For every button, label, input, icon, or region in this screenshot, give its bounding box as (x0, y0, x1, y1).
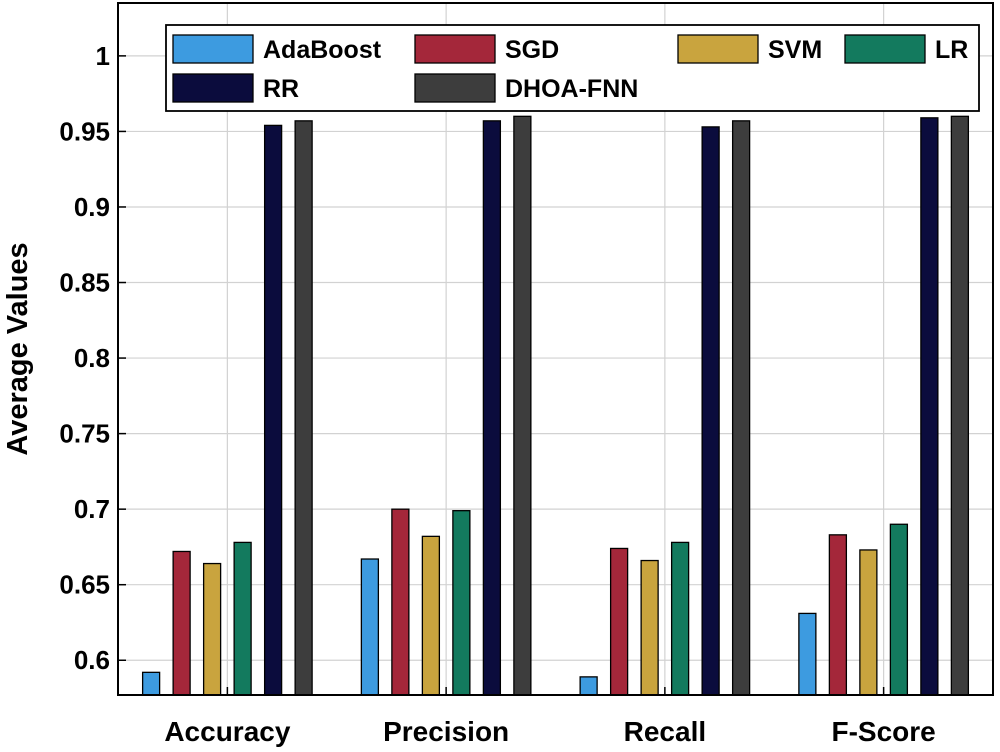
legend-swatch-svm (677, 34, 759, 64)
bar-svm-precision (421, 535, 441, 696)
legend-label: SVM (768, 36, 822, 64)
y-tick-label: 0.85 (59, 268, 110, 298)
legend: AdaBoost SGD SVM LR RR DHOA-FNN (165, 24, 980, 112)
legend-label: AdaBoost (263, 36, 382, 64)
bar-adaboost-precision (360, 558, 380, 696)
y-tick-label: 0.65 (59, 570, 110, 600)
bar-adaboost-f-score (798, 612, 817, 696)
x-tick-label: Accuracy (164, 716, 291, 747)
x-axis-labels: Accuracy Precision Recall F-Score (164, 687, 936, 747)
y-tick-label: 1 (96, 41, 110, 71)
y-tick-label: 0.9 (74, 192, 110, 222)
y-tick-label: 0.75 (59, 419, 110, 449)
y-axis-ticks: 0.6 0.65 0.7 0.75 0.8 0.85 0.9 0.95 1 (59, 41, 126, 675)
bar-svm-accuracy (202, 562, 222, 696)
y-axis-title: Average Values (2, 242, 34, 455)
bar-sgd-recall (609, 547, 629, 696)
bar-dhoa-fnn-recall (731, 120, 751, 696)
bar-svm-f-score (859, 549, 878, 696)
y-tick-label: 0.8 (74, 343, 110, 373)
legend-swatch-rr (172, 73, 254, 103)
legend-swatch-dhoa-fnn (414, 73, 496, 103)
x-tick-label: F-Score (832, 716, 936, 747)
bar-lr-accuracy (233, 541, 252, 696)
bar-rr-recall (701, 126, 720, 696)
bar-rr-f-score (920, 117, 939, 696)
bar-dhoa-fnn-precision (513, 115, 532, 696)
plot-area (118, 3, 993, 695)
legend-label: SGD (505, 36, 559, 64)
y-tick-label: 0.6 (74, 645, 110, 675)
y-tick-label: 0.7 (74, 494, 110, 524)
legend-label: LR (935, 36, 968, 64)
bar-dhoa-fnn-accuracy (294, 120, 313, 696)
bar-rr-accuracy (263, 124, 283, 696)
plot-frame (117, 2, 994, 696)
bar-sgd-precision (391, 508, 410, 696)
bar-adaboost-accuracy (141, 671, 161, 696)
bar-lr-recall (670, 541, 690, 696)
x-tick-label: Recall (624, 716, 707, 747)
legend-label: DHOA-FNN (505, 75, 638, 103)
bar-rr-precision (482, 120, 502, 696)
legend-label: RR (263, 75, 299, 103)
legend-swatch-adaboost (172, 34, 254, 64)
x-tick-label: Precision (383, 716, 509, 747)
gridlines (118, 3, 993, 695)
legend-swatch-lr (844, 34, 926, 64)
bar-lr-precision (452, 510, 471, 696)
legend-swatch-sgd (414, 34, 496, 64)
bars (141, 115, 970, 696)
bar-adaboost-recall (579, 676, 598, 696)
legend-box (165, 24, 980, 112)
bar-dhoa-fnn-f-score (950, 115, 970, 696)
bar-svm-recall (640, 559, 659, 696)
bar-lr-f-score (889, 523, 909, 696)
bar-sgd-f-score (828, 534, 848, 696)
y-tick-label: 0.95 (59, 116, 110, 146)
bar-sgd-accuracy (172, 550, 191, 696)
